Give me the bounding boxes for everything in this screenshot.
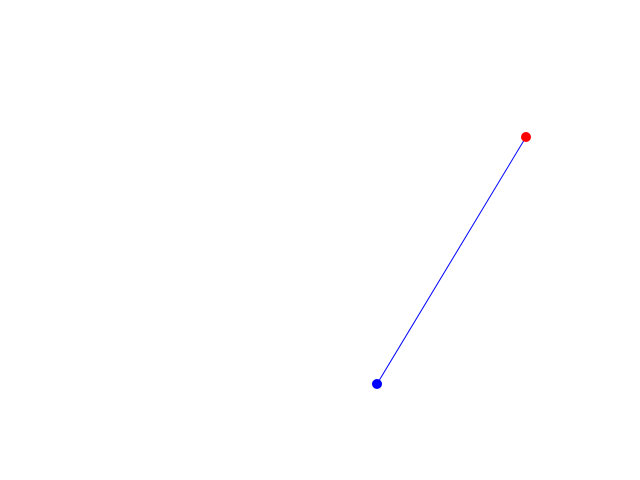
connector-line [376,136,527,385]
end-point-handle[interactable] [521,132,531,142]
start-point-handle[interactable] [372,379,382,389]
